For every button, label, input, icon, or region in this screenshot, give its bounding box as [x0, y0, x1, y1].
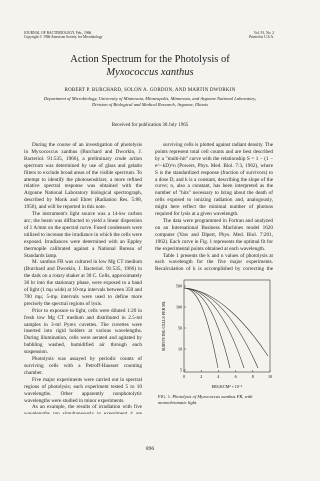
volume-header: Vol. 91, No. 2 Printed in U.S.A.: [249, 31, 274, 40]
curve: [183, 287, 219, 369]
paragraph: Five major experiments were carried out …: [24, 376, 142, 404]
left-column: During the course of an investigation of…: [24, 142, 142, 414]
figure-caption: FIG. 1. Photolysis of Myxococcus xanthus…: [158, 394, 274, 406]
curve: [183, 287, 269, 357]
x-tick-label: 0: [183, 374, 185, 379]
volume: Vol. 91, No. 2: [253, 31, 274, 35]
y-tick-label: 100: [176, 304, 182, 309]
right-column: surviving cells is plotted against radia…: [155, 142, 273, 273]
paragraph: Prior to exposure to light, cells were d…: [24, 307, 142, 356]
paragraph: During the course of an investigation of…: [24, 142, 142, 211]
copyright: Copyright © 1966 American Society for Mi…: [24, 35, 103, 40]
paragraph: The data were programmed in Fortran and …: [155, 217, 273, 252]
y-tick-label: 10: [178, 346, 182, 351]
journal-header: JOURNAL OF BACTERIOLOGY, Feb., 1966 Copy…: [24, 31, 103, 40]
title: Action Spectrum for the Photolysis of: [70, 54, 230, 65]
figure: SURVIVING CELLS PER ML ERGS/CM² × 10⁻⁶ 5…: [161, 279, 272, 389]
caption-text: Photolysis of Myxococcus xanthus FB, wit…: [158, 394, 253, 405]
caption-label: FIG. 1.: [158, 394, 172, 399]
x-tick-label: 2: [200, 374, 202, 379]
y-tick-label: 5: [180, 367, 182, 372]
paragraph: M. xanthus FB was cultured in low Mg CT …: [24, 259, 142, 307]
curve: [183, 287, 231, 369]
paragraph: Photolysis was assayed by periodic count…: [24, 356, 142, 376]
printed: Printed in U.S.A.: [249, 35, 274, 40]
received: Received for publication 30 July 1965: [111, 123, 189, 128]
paragraph: Table 1 presents the k and n values of p…: [155, 252, 273, 273]
journal: JOURNAL OF BACTERIOLOGY, Feb., 1966: [24, 31, 92, 35]
page: JOURNAL OF BACTERIOLOGY, Feb., 1966 Copy…: [24, 31, 274, 452]
x-axis-label: ERGS/CM² × 10⁻⁶: [212, 384, 243, 389]
x-tick-label: 8: [252, 374, 254, 379]
paragraph: As an example, the results of irradiatio…: [24, 404, 142, 414]
title-species: Myxococcus xanthus: [106, 67, 194, 78]
paragraph: surviving cells is plotted against radia…: [155, 142, 273, 218]
page-number: 896: [145, 446, 155, 452]
y-tick-label: 50: [178, 325, 182, 330]
curve: [183, 287, 245, 369]
x-tick-label: 4: [217, 374, 219, 379]
x-tick-label: 6: [235, 374, 237, 379]
authors: ROBERT P. BURCHARD, SOLON A. GORDON, AND…: [64, 88, 236, 93]
affiliation: Department of Microbiology, University o…: [43, 96, 257, 107]
y-axis-label: SURVIVING CELLS PER ML: [161, 300, 166, 351]
y-tick-label: 500: [176, 283, 182, 288]
paragraph: The instrument's light source was a 14-k…: [24, 211, 142, 259]
plot-frame: [183, 279, 271, 373]
x-tick-label: 10: [268, 374, 272, 379]
